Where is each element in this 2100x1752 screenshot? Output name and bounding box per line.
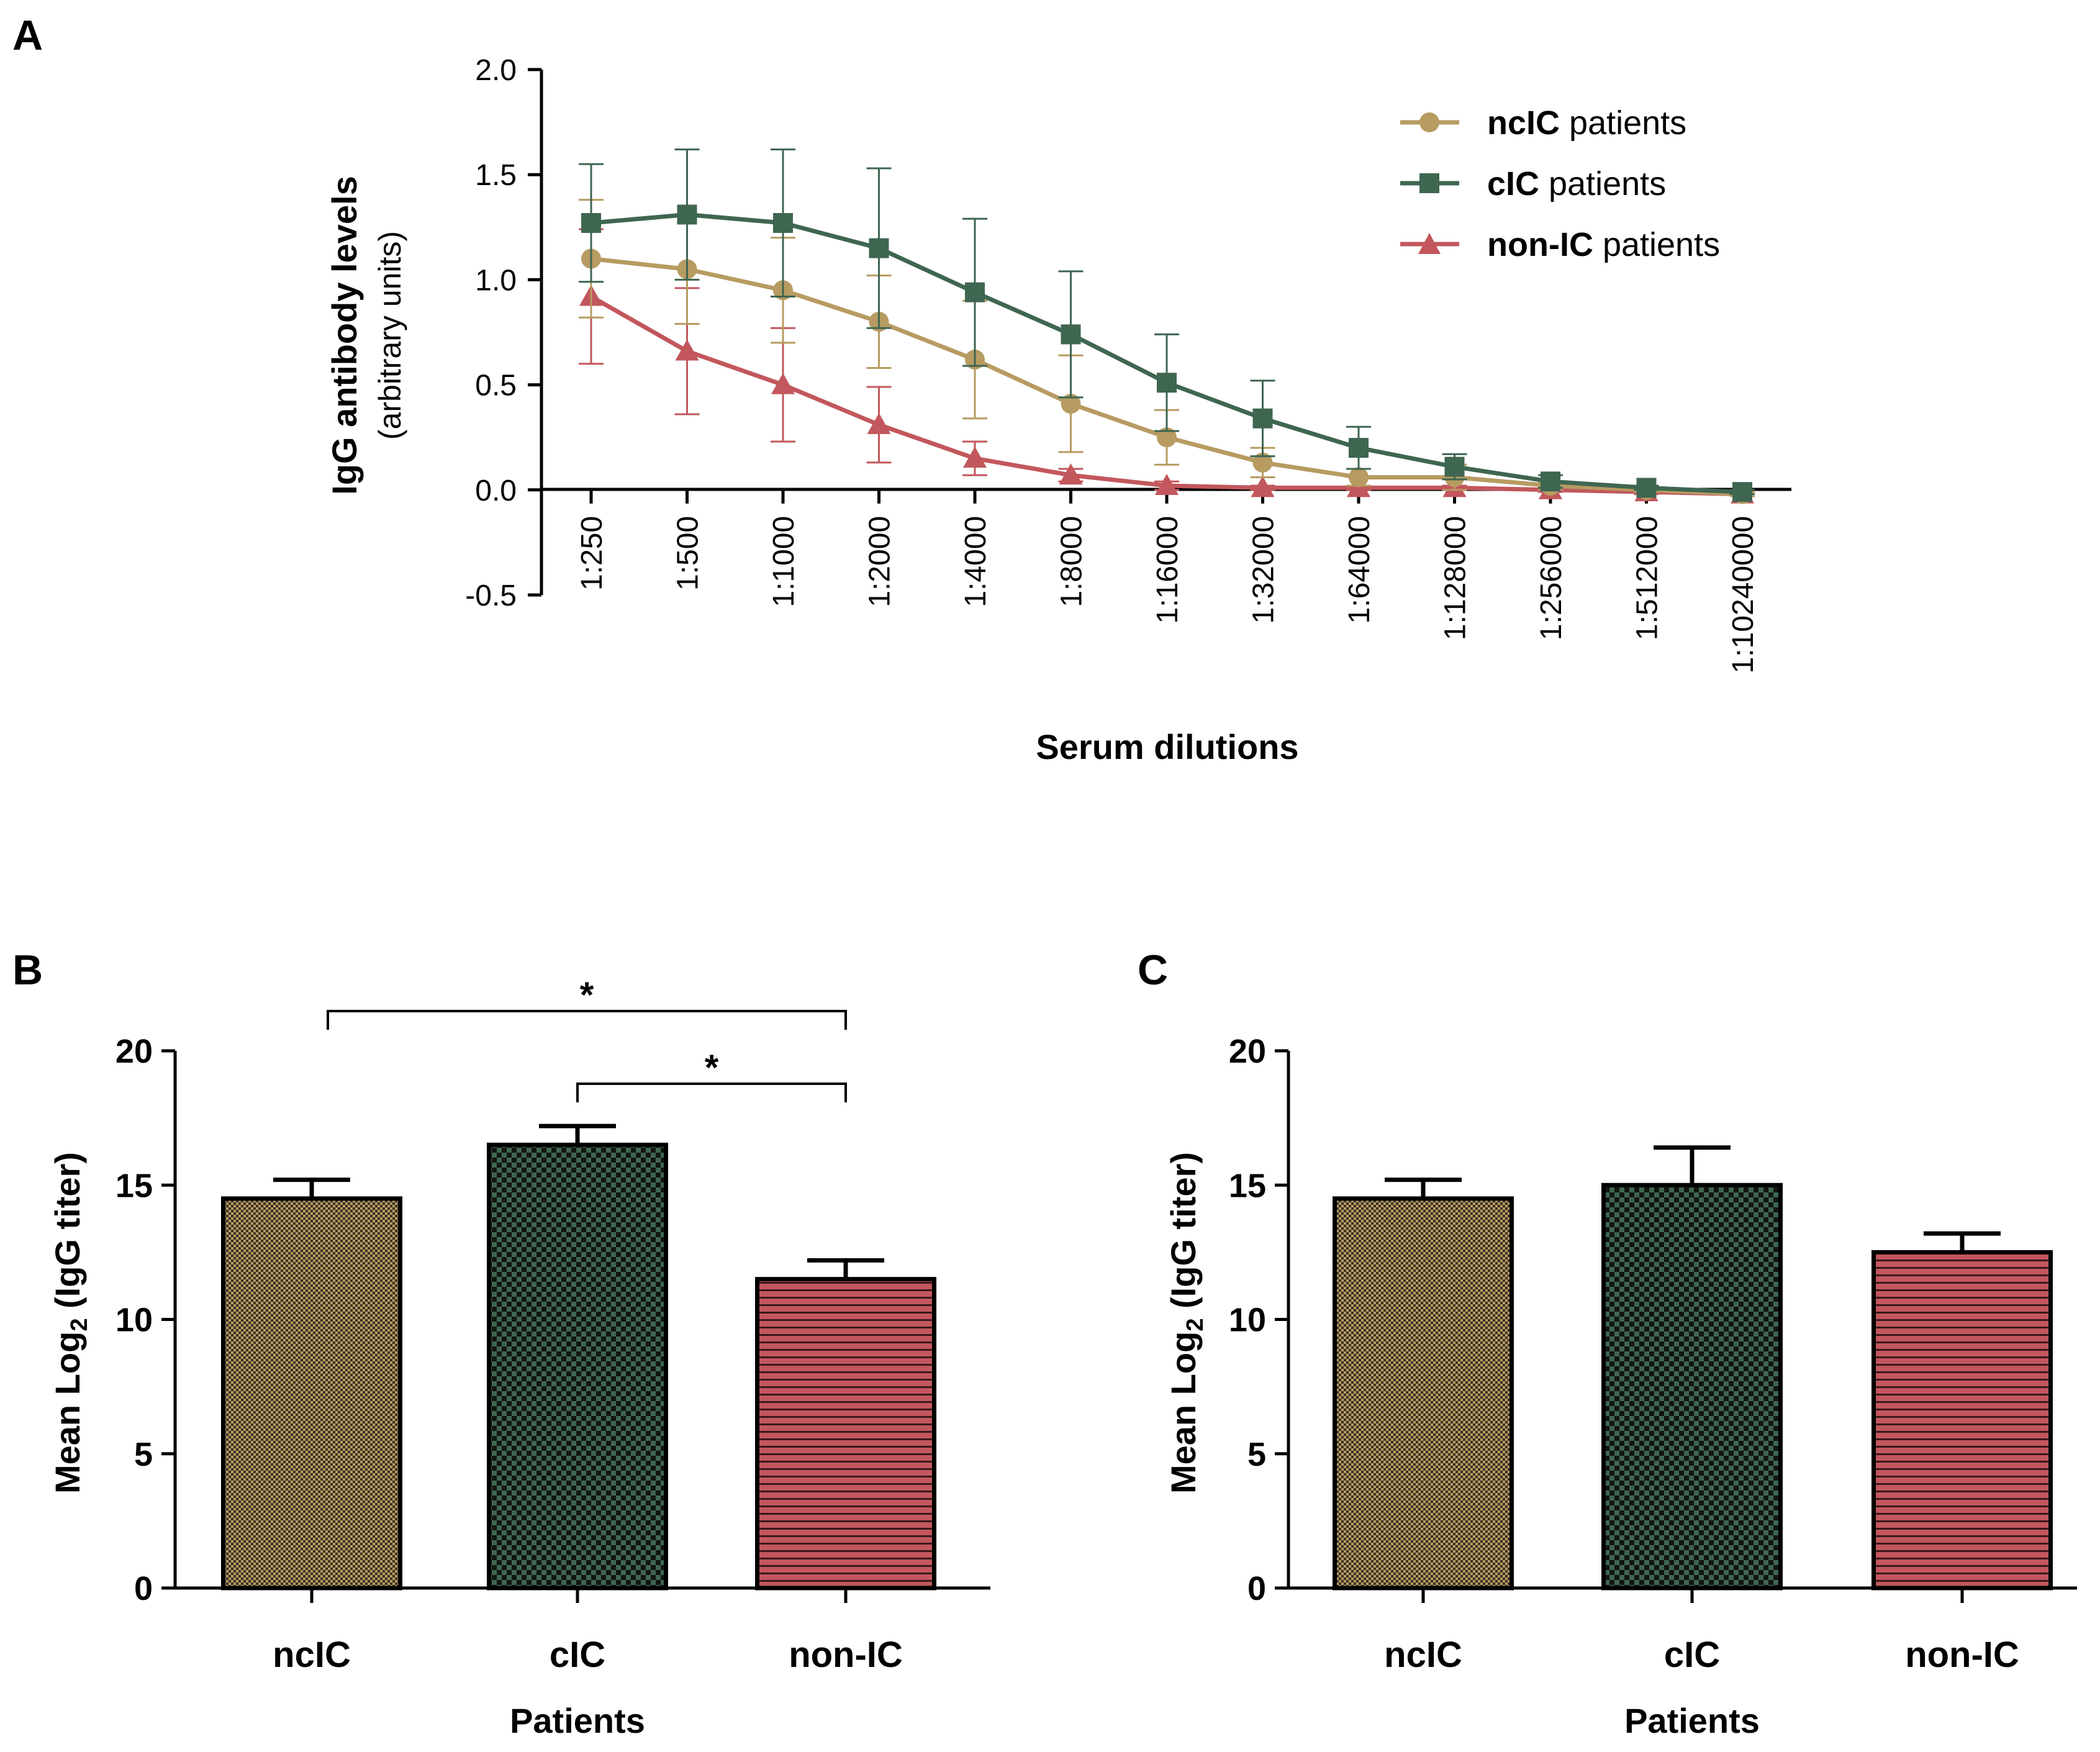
data-point-cic: [1636, 478, 1657, 498]
x-tick-label-a: 1:1000: [767, 516, 800, 607]
bar-cic: [1601, 1182, 1783, 1591]
bar-ncic: [221, 1196, 402, 1591]
data-point-nonic: [1251, 476, 1275, 497]
bar-ncic: [1333, 1196, 1514, 1591]
x-tick-label-a: 1:500: [672, 516, 705, 591]
y-tick-label-b: 10: [115, 1302, 153, 1339]
legend-item-cic: cIC patients: [1400, 165, 1666, 202]
bar-cic: [487, 1142, 668, 1591]
data-point-cic: [1157, 373, 1177, 393]
y-tick-label-c: 10: [1229, 1302, 1266, 1339]
x-tick-label-a: 1:250: [576, 516, 609, 591]
data-point-cic: [965, 282, 985, 302]
y-tick-label-c: 5: [1247, 1436, 1266, 1473]
y-tick-label-c: 20: [1229, 1033, 1266, 1070]
legend-marker-cic: [1419, 173, 1439, 193]
bar-nonic: [755, 1277, 936, 1591]
x-tick-label-a: 1:2000: [864, 516, 897, 607]
y-tick-label-c: 15: [1229, 1167, 1266, 1204]
data-point-cic: [1252, 408, 1273, 429]
x-tick-label-a: 1:16000: [1151, 516, 1184, 624]
data-point-cic: [1444, 456, 1465, 477]
data-point-cic: [677, 204, 697, 225]
x-tick-label-cic: cIC: [550, 1635, 605, 1675]
data-point-nonic: [867, 412, 891, 434]
x-tick-label-a: 1:64000: [1343, 516, 1376, 624]
data-point-ncic: [1252, 452, 1273, 473]
bar-chart-c: 20 15 10 5 0 ncIC cIC non-IC Mean Log2 (IgG ti…: [1164, 1033, 2077, 1740]
line-chart-a: 2.0 1.5 1.0 0.5 0.0 -0.5 1:250 1:500 1:1000 1:20…: [325, 54, 1791, 766]
legend-marker-ncic: [1419, 112, 1439, 132]
bar-chart-b: 20 15 10 5 0 ncIC cIC non-IC * * Mean Log2 (IgG…: [48, 975, 990, 1740]
legend-label-nonic: non-IC patients: [1487, 226, 1720, 263]
x-tick-label-ncic: ncIC: [273, 1635, 351, 1675]
legend-a: ncIC patients cIC patients non-IC patien…: [1400, 104, 1720, 263]
data-point-ncic: [1349, 467, 1369, 488]
x-tick-label-ncic: ncIC: [1384, 1635, 1462, 1675]
x-tick-label-nonic: non-IC: [789, 1635, 903, 1675]
data-point-cic: [1349, 438, 1369, 458]
data-point-nonic: [1155, 474, 1179, 496]
y-tick-label-a: 1.0: [475, 264, 517, 297]
x-tick-label-a: 1:512000: [1631, 516, 1664, 640]
x-tick-label-a: 1:8000: [1056, 516, 1088, 607]
y-axis-title-c: Mean Log2 (IgG titer): [1164, 1152, 1208, 1494]
y-axis-title-b: Mean Log2 (IgG titer): [48, 1152, 93, 1494]
data-point-cic: [773, 213, 793, 234]
data-point-nonic: [963, 447, 987, 468]
legend-label-ncic: ncIC patients: [1487, 104, 1686, 142]
y-tick-label-a: 0.5: [475, 370, 517, 402]
panel-label-c: C: [1138, 946, 1168, 994]
y-tick-label-a: 0.0: [475, 474, 517, 507]
series-cic: [579, 148, 1755, 502]
y-tick-label-b: 5: [134, 1436, 153, 1473]
x-tick-label-a: 1:10240000: [1727, 516, 1760, 674]
panel-label-a: A: [12, 12, 43, 59]
legend-label-cic: cIC patients: [1487, 165, 1666, 202]
x-tick-label-a: 1:256000: [1535, 516, 1568, 640]
y-axis-subtitle-a: (arbitrary units): [373, 231, 407, 440]
data-point-cic: [581, 213, 601, 234]
data-point-cic: [1541, 471, 1560, 492]
x-axis-title-b: Patients: [510, 1701, 645, 1740]
x-tick-label-a: 1:4000: [959, 516, 992, 607]
data-point-ncic: [1157, 427, 1177, 448]
y-tick-label-b: 15: [115, 1167, 153, 1204]
data-point-nonic: [771, 373, 795, 394]
data-point-cic: [1732, 482, 1752, 502]
significance-bracket: [327, 1010, 847, 1030]
data-point-nonic: [675, 339, 699, 361]
x-axis-title-c: Patients: [1624, 1701, 1760, 1740]
x-tick-label-cic: cIC: [1664, 1635, 1720, 1675]
data-point-nonic: [1059, 463, 1083, 485]
y-tick-label-a: -0.5: [465, 579, 517, 612]
significance-star: *: [705, 1048, 719, 1088]
x-tick-label-a: 1:128000: [1439, 516, 1472, 640]
y-tick-label-a: 2.0: [475, 54, 517, 87]
significance-star: *: [580, 975, 594, 1015]
panel-label-b: B: [12, 946, 43, 994]
x-axis-title-a: Serum dilutions: [1036, 727, 1298, 766]
y-tick-label-c: 0: [1247, 1570, 1266, 1607]
y-tick-label-b: 20: [115, 1033, 153, 1070]
legend-item-ncic: ncIC patients: [1400, 104, 1686, 142]
legend-marker-nonic: [1418, 233, 1441, 254]
y-tick-label-a: 1.5: [475, 159, 517, 192]
y-tick-label-b: 0: [134, 1570, 153, 1607]
data-point-cic: [869, 238, 889, 258]
significance-bracket: [576, 1083, 847, 1102]
x-tick-label-nonic: non-IC: [1905, 1635, 2019, 1675]
legend-item-nonic: non-IC patients: [1400, 226, 1720, 263]
data-point-ncic: [1061, 394, 1081, 414]
bar-nonic: [1871, 1250, 2053, 1591]
x-tick-label-a: 1:32000: [1247, 516, 1280, 624]
y-axis-title-a: IgG antibody levels: [325, 176, 364, 494]
data-point-cic: [1061, 324, 1081, 345]
